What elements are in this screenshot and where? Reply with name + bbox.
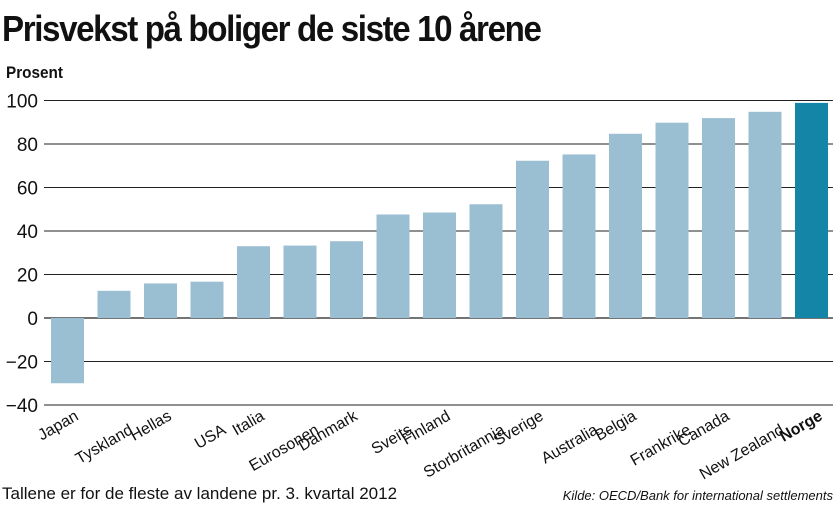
- bar-italia: [237, 246, 270, 318]
- source-note: Kilde: OECD/Bank for international settl…: [562, 488, 833, 503]
- chart-title: Prisvekst på boliger de siste 10 årene: [2, 8, 542, 49]
- x-tick-label: Australia: [539, 421, 601, 467]
- bar-storbritannia: [469, 204, 503, 318]
- y-tick-label: −40: [6, 396, 38, 417]
- bar-sverige: [516, 160, 549, 318]
- y-axis-label: Prosent: [6, 63, 63, 82]
- x-tick-label: Belgia: [592, 408, 639, 445]
- x-tick-label: Italia: [230, 408, 268, 440]
- bar-sveits: [376, 214, 410, 318]
- bar-finland: [423, 212, 456, 318]
- x-tick-label: Japan: [35, 408, 81, 445]
- x-tick-label: Finland: [400, 408, 454, 449]
- bar-belgia: [609, 133, 642, 318]
- y-tick-label: 80: [17, 135, 38, 156]
- bar-canada: [702, 118, 735, 319]
- y-tick-label: 60: [17, 179, 38, 200]
- y-tick-label: 100: [6, 92, 38, 113]
- y-tick-label: −20: [6, 353, 38, 374]
- bar-australia: [562, 154, 596, 318]
- bar-hellas: [144, 283, 177, 318]
- bar-tyskland: [97, 290, 131, 318]
- y-tick-label: 0: [27, 309, 38, 330]
- x-tick-label: Hellas: [127, 408, 174, 445]
- bar-usa: [190, 281, 224, 318]
- y-tick-label: 20: [17, 266, 38, 287]
- x-tick-label: USA: [192, 421, 229, 452]
- bar-new-zealand: [748, 111, 782, 318]
- bar-eurosonen: [283, 245, 317, 318]
- bar-danmark: [330, 241, 363, 318]
- bar-norge: [795, 102, 828, 318]
- bar-frankrike: [655, 122, 689, 318]
- bar-japan: [51, 318, 84, 384]
- x-tick-label: Tyskland: [73, 422, 136, 468]
- x-tick-label: Norge: [777, 408, 826, 446]
- y-tick-label: 40: [17, 222, 38, 243]
- footnote: Tallene er for de fleste av landene pr. …: [2, 484, 398, 503]
